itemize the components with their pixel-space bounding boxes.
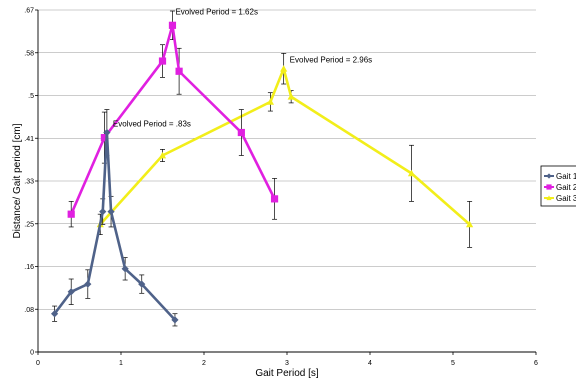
x-tick-label: 2	[202, 360, 206, 367]
series-gait-1	[51, 109, 179, 327]
data-point	[270, 195, 279, 203]
data-point	[407, 169, 416, 177]
legend-label: Gait 2	[556, 183, 576, 192]
x-tick-label: 5	[451, 360, 455, 367]
series-gait-3	[96, 53, 474, 248]
x-tick-label: 3	[285, 360, 289, 367]
legend-marker	[546, 173, 552, 179]
y-tick-label: .41	[24, 136, 34, 143]
legend-label: Gait 1	[556, 172, 576, 181]
x-tick-label: 0	[36, 360, 40, 367]
axes	[35, 9, 537, 355]
y-tick-label: .33	[24, 179, 34, 186]
data-point	[466, 220, 474, 228]
data-point	[67, 210, 75, 218]
y-tick-label: .16	[24, 264, 34, 271]
data-point	[121, 265, 129, 273]
data-point	[175, 67, 183, 75]
data-point	[158, 57, 167, 65]
data-point	[100, 134, 108, 142]
y-tick-label: .67	[24, 8, 34, 15]
data-point	[84, 280, 92, 288]
data-point	[237, 128, 245, 137]
legend: Gait 1 Gait 2 Gait 3	[540, 165, 576, 207]
legend-label: Gait 3	[556, 194, 576, 203]
data-point	[171, 316, 179, 324]
x-axis-label: Gait Period [s]	[255, 368, 319, 379]
x-tick-label: 4	[368, 360, 372, 367]
data-point	[266, 98, 274, 105]
legend-entry: Gait 3	[544, 194, 576, 203]
y-tick-label: .08	[24, 307, 34, 314]
legend-entry: Gait 1	[544, 172, 576, 181]
data-point	[138, 280, 146, 288]
annotation-label: Evolved Period = 1.62s	[175, 7, 258, 16]
y-axis-label: Distance/ Gait period [cm]	[12, 123, 23, 238]
data-point	[107, 208, 115, 216]
data-point	[168, 21, 177, 29]
x-tick-label: 6	[534, 360, 538, 367]
legend-entry: Gait 2	[544, 183, 576, 192]
x-tick-labels: 0 1 2 3 4 5 6	[36, 360, 538, 367]
data-point	[51, 310, 59, 318]
legend-marker	[546, 195, 552, 201]
data-point	[158, 151, 167, 159]
x-tick-label: 1	[119, 360, 123, 367]
series-layer	[51, 10, 474, 327]
y-tick-label: .25	[24, 221, 34, 228]
data-point	[280, 65, 288, 72]
annotations: Evolved Period = 1.62s Evolved Period = 2…	[113, 7, 372, 128]
y-tick-label: 0	[30, 350, 34, 357]
data-point	[99, 208, 107, 216]
annotation-label: Evolved Period = 2.96s	[290, 56, 373, 65]
data-point	[287, 93, 295, 100]
y-tick-label: .5	[28, 93, 34, 100]
annotation-label: Evolved Period = .83s	[113, 120, 191, 129]
legend-marker	[546, 184, 552, 190]
data-point	[103, 128, 111, 137]
series-gait-2	[67, 10, 279, 228]
y-tick-labels: 0 .08 .16 .25 .33 .41 .5 .58 .67	[24, 8, 34, 357]
grid	[38, 9, 536, 310]
y-tick-label: .58	[24, 50, 34, 57]
data-point	[67, 288, 75, 296]
